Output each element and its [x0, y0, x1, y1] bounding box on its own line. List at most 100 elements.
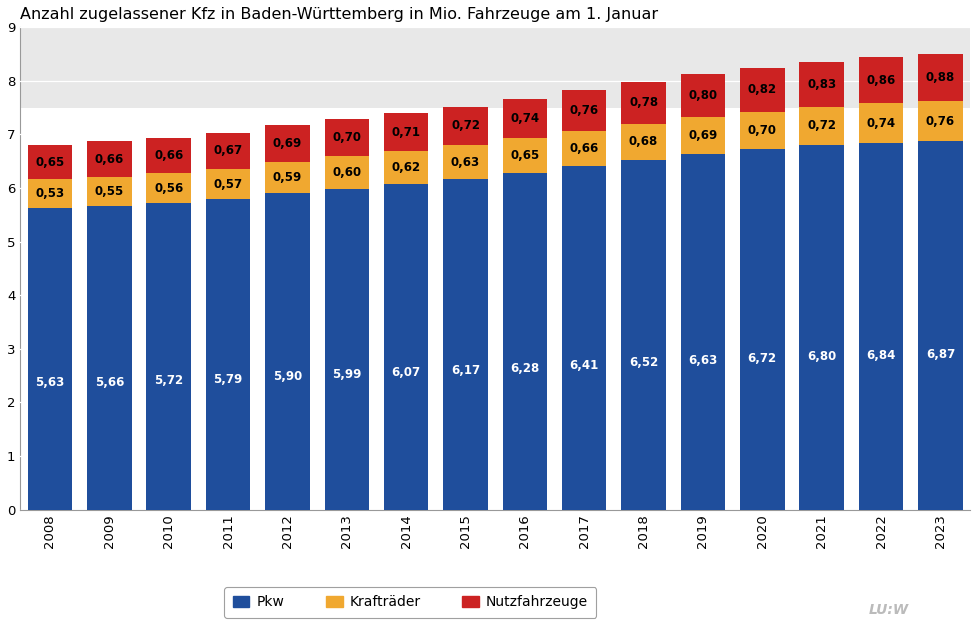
Text: 0,80: 0,80 [689, 90, 717, 102]
Text: 0,66: 0,66 [95, 153, 124, 165]
Bar [562, 131, 607, 166]
Text: 5,72: 5,72 [154, 374, 184, 387]
Text: 0,56: 0,56 [154, 182, 184, 194]
Bar [324, 156, 369, 189]
Text: 0,55: 0,55 [95, 185, 124, 198]
Text: 0,66: 0,66 [154, 149, 184, 162]
Text: 0,72: 0,72 [451, 119, 480, 133]
Bar [27, 179, 72, 208]
Bar [621, 124, 666, 160]
Bar [562, 166, 607, 510]
Legend: Pkw, Krafträder, Nutzfahrzeuge: Pkw, Krafträder, Nutzfahrzeuge [225, 587, 596, 618]
Bar [206, 133, 250, 168]
Text: 5,79: 5,79 [213, 373, 242, 386]
Text: LU:W: LU:W [869, 603, 909, 617]
Text: 0,68: 0,68 [629, 136, 658, 148]
Text: 0,60: 0,60 [332, 166, 361, 179]
Bar [918, 54, 962, 101]
Bar [799, 62, 844, 107]
Bar [859, 103, 904, 143]
Bar [147, 138, 191, 173]
Bar [740, 112, 785, 150]
Text: 5,63: 5,63 [35, 376, 64, 389]
Text: 0,72: 0,72 [807, 119, 836, 133]
Text: 0,82: 0,82 [747, 83, 777, 97]
Text: 0,69: 0,69 [689, 129, 717, 143]
Bar [740, 68, 785, 112]
Bar [265, 162, 310, 194]
Text: 0,62: 0,62 [392, 161, 421, 174]
Bar [147, 173, 191, 203]
Text: 0,65: 0,65 [35, 156, 64, 168]
Bar [681, 155, 725, 510]
Bar [324, 189, 369, 510]
Bar [21, 27, 970, 108]
Text: 0,69: 0,69 [273, 137, 302, 150]
Text: 0,88: 0,88 [926, 71, 955, 84]
Bar [502, 138, 547, 173]
Text: 0,59: 0,59 [273, 171, 302, 184]
Text: 6,87: 6,87 [926, 348, 955, 362]
Text: 0,76: 0,76 [570, 104, 599, 117]
Text: 0,74: 0,74 [510, 112, 539, 125]
Bar [859, 143, 904, 510]
Bar [27, 208, 72, 510]
Text: 0,86: 0,86 [867, 74, 896, 87]
Bar [444, 179, 488, 510]
Bar [859, 57, 904, 103]
Bar [27, 144, 72, 179]
Bar [87, 206, 132, 510]
Bar [384, 113, 428, 151]
Bar [681, 74, 725, 117]
Text: 0,83: 0,83 [807, 78, 836, 91]
Bar [681, 117, 725, 155]
Bar [324, 119, 369, 156]
Bar [799, 145, 844, 510]
Text: 0,74: 0,74 [867, 117, 896, 130]
Text: 6,52: 6,52 [629, 357, 658, 369]
Bar [918, 141, 962, 510]
Bar [502, 173, 547, 510]
Text: 6,41: 6,41 [570, 359, 599, 372]
Bar [621, 82, 666, 124]
Bar [384, 151, 428, 184]
Bar [799, 107, 844, 145]
Bar [87, 177, 132, 206]
Text: 0,70: 0,70 [747, 124, 777, 137]
Text: 0,57: 0,57 [214, 177, 242, 191]
Bar [147, 203, 191, 510]
Bar [740, 150, 785, 510]
Bar [265, 125, 310, 162]
Bar [502, 98, 547, 138]
Text: 5,99: 5,99 [332, 369, 361, 381]
Text: 6,17: 6,17 [451, 364, 480, 377]
Bar [87, 141, 132, 177]
Bar [384, 184, 428, 510]
Bar [206, 168, 250, 199]
Text: 0,78: 0,78 [629, 97, 658, 109]
Bar [444, 145, 488, 179]
Text: 0,66: 0,66 [570, 142, 599, 155]
Bar [265, 194, 310, 510]
Bar [206, 199, 250, 510]
Text: 6,80: 6,80 [807, 350, 836, 363]
Text: 5,66: 5,66 [95, 375, 124, 389]
Text: 5,90: 5,90 [273, 370, 302, 383]
Text: Anzahl zugelassener Kfz in Baden-Württemberg in Mio. Fahrzeuge am 1. Januar: Anzahl zugelassener Kfz in Baden-Württem… [21, 7, 658, 22]
Text: 0,70: 0,70 [332, 131, 361, 144]
Text: 6,72: 6,72 [747, 352, 777, 365]
Text: 0,67: 0,67 [214, 144, 242, 157]
Bar [562, 90, 607, 131]
Text: 6,28: 6,28 [510, 362, 539, 375]
Text: 0,65: 0,65 [510, 149, 539, 162]
Text: 6,07: 6,07 [392, 367, 421, 379]
Text: 0,76: 0,76 [926, 115, 955, 127]
Text: 6,84: 6,84 [867, 349, 896, 362]
Text: 0,53: 0,53 [35, 187, 64, 200]
Text: 0,71: 0,71 [392, 126, 421, 139]
Text: 0,63: 0,63 [451, 156, 480, 168]
Bar [444, 107, 488, 145]
Text: 6,63: 6,63 [689, 354, 717, 367]
Bar [621, 160, 666, 510]
Bar [918, 101, 962, 141]
